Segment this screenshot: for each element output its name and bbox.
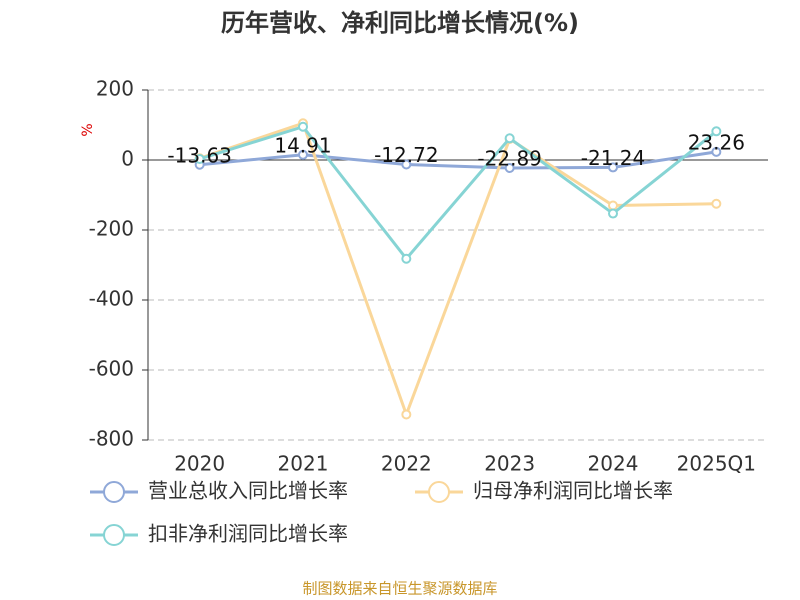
y-tick-label: -400 (89, 287, 134, 311)
y-tick-label: -200 (89, 217, 134, 241)
source-note: 制图数据来自恒生聚源数据库 (302, 580, 497, 598)
x-tick-label: 2023 (484, 452, 535, 476)
legend-marker (428, 481, 450, 503)
series-line (199, 150, 717, 170)
series-line (199, 125, 718, 262)
x-tick-label: 2020 (174, 452, 225, 476)
legend-marker (103, 481, 125, 503)
data-point (194, 153, 205, 164)
series-line (199, 121, 717, 419)
x-tick-label: 2021 (278, 452, 329, 476)
x-tick-label: 2025Q1 (677, 452, 756, 476)
data-point (608, 162, 618, 173)
data-point (298, 149, 308, 160)
data-point (298, 121, 308, 132)
data-point (711, 126, 722, 137)
y-tick-label: -800 (89, 427, 134, 451)
data-label: -21.24 (581, 146, 645, 170)
x-tick-label: 2022 (381, 452, 432, 476)
data-point (711, 146, 722, 157)
data-point (401, 409, 412, 420)
data-point (504, 133, 515, 144)
data-label: -22.89 (477, 147, 541, 171)
y-tick-label: -600 (89, 357, 134, 381)
chart-title: 历年营收、净利同比增长情况(%) (221, 9, 579, 37)
data-label: -12.72 (374, 143, 438, 167)
data-point (401, 253, 412, 264)
data-point (401, 159, 412, 170)
legend-label: 归母净利润同比增长率 (473, 479, 673, 503)
y-tick-label: 0 (121, 147, 134, 171)
data-point (504, 163, 515, 174)
data-point (608, 208, 618, 219)
legend-label: 扣非净利润同比增长率 (148, 522, 348, 546)
data-point (711, 198, 722, 209)
y-axis-label: % (80, 123, 96, 136)
data-label: 23.26 (688, 130, 745, 154)
data-label: -13.63 (167, 143, 231, 167)
y-tick-label: 200 (96, 77, 134, 101)
x-tick-label: 2024 (588, 452, 639, 476)
data-point (608, 200, 618, 211)
legend-label: 营业总收入同比增长率 (148, 479, 348, 503)
data-label: 14.91 (274, 133, 331, 157)
legend-marker (103, 524, 125, 546)
